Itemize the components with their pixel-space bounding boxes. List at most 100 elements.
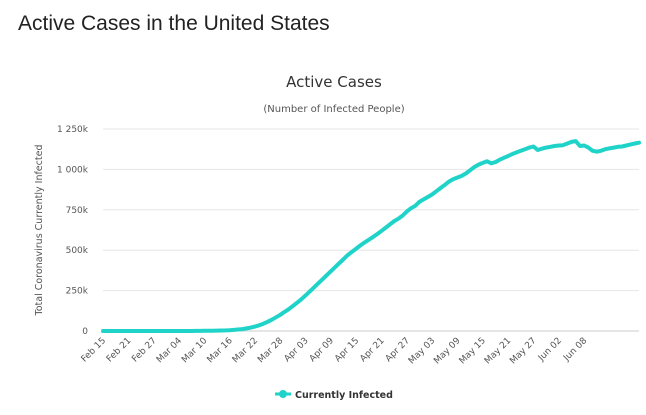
data-point[interactable]: [131, 329, 135, 333]
data-point[interactable]: [160, 329, 164, 333]
data-point[interactable]: [367, 238, 371, 242]
data-point[interactable]: [624, 144, 628, 148]
data-point[interactable]: [384, 226, 388, 230]
data-point[interactable]: [532, 145, 536, 149]
data-point[interactable]: [548, 145, 552, 149]
data-point[interactable]: [515, 150, 519, 154]
data-point[interactable]: [207, 329, 211, 333]
data-point[interactable]: [536, 148, 540, 152]
data-point[interactable]: [152, 329, 156, 333]
data-point[interactable]: [198, 329, 202, 333]
data-point[interactable]: [637, 141, 641, 145]
data-point[interactable]: [312, 285, 316, 289]
data-point[interactable]: [591, 149, 595, 153]
data-point[interactable]: [261, 322, 265, 326]
data-point[interactable]: [620, 145, 624, 149]
data-point[interactable]: [299, 297, 303, 301]
data-point[interactable]: [371, 235, 375, 239]
data-point[interactable]: [422, 197, 426, 201]
data-point[interactable]: [413, 204, 417, 208]
data-point[interactable]: [232, 328, 236, 332]
data-point[interactable]: [485, 159, 489, 163]
data-point[interactable]: [350, 250, 354, 254]
data-point[interactable]: [177, 329, 181, 333]
data-point[interactable]: [291, 304, 295, 308]
data-point[interactable]: [173, 329, 177, 333]
data-point[interactable]: [287, 307, 291, 311]
data-point[interactable]: [451, 177, 455, 181]
data-point[interactable]: [544, 146, 548, 150]
data-point[interactable]: [236, 328, 240, 332]
data-point[interactable]: [586, 146, 590, 150]
data-point[interactable]: [494, 160, 498, 164]
data-point[interactable]: [283, 310, 287, 314]
data-point[interactable]: [135, 329, 139, 333]
data-point[interactable]: [342, 257, 346, 261]
data-point[interactable]: [540, 147, 544, 151]
data-point[interactable]: [223, 328, 227, 332]
data-point[interactable]: [249, 326, 253, 330]
data-point[interactable]: [185, 329, 189, 333]
data-point[interactable]: [460, 174, 464, 178]
data-point[interactable]: [570, 140, 574, 144]
data-point[interactable]: [156, 329, 160, 333]
data-point[interactable]: [219, 329, 223, 333]
data-point[interactable]: [527, 146, 531, 150]
data-point[interactable]: [164, 329, 168, 333]
data-point[interactable]: [215, 329, 219, 333]
data-point[interactable]: [481, 161, 485, 165]
data-point[interactable]: [557, 144, 561, 148]
data-point[interactable]: [211, 329, 215, 333]
data-point[interactable]: [443, 183, 447, 187]
data-point[interactable]: [380, 229, 384, 233]
data-point[interactable]: [599, 149, 603, 153]
data-point[interactable]: [595, 150, 599, 154]
data-point[interactable]: [523, 147, 527, 151]
data-point[interactable]: [346, 253, 350, 257]
data-point[interactable]: [337, 261, 341, 265]
data-point[interactable]: [358, 243, 362, 247]
data-point[interactable]: [502, 156, 506, 160]
data-point[interactable]: [122, 329, 126, 333]
data-point[interactable]: [506, 154, 510, 158]
data-point[interactable]: [456, 176, 460, 180]
data-point[interactable]: [316, 281, 320, 285]
data-point[interactable]: [321, 277, 325, 281]
data-point[interactable]: [270, 318, 274, 322]
data-point[interactable]: [582, 144, 586, 148]
data-point[interactable]: [202, 329, 206, 333]
data-point[interactable]: [565, 142, 569, 146]
data-point[interactable]: [426, 195, 430, 199]
data-point[interactable]: [477, 163, 481, 167]
data-point[interactable]: [139, 329, 143, 333]
data-point[interactable]: [329, 269, 333, 273]
data-point[interactable]: [439, 186, 443, 190]
data-point[interactable]: [401, 214, 405, 218]
legend[interactable]: Currently Infected: [275, 390, 393, 401]
data-point[interactable]: [553, 144, 557, 148]
data-point[interactable]: [278, 313, 282, 317]
data-point[interactable]: [354, 247, 358, 251]
data-point[interactable]: [561, 143, 565, 147]
data-point[interactable]: [169, 329, 173, 333]
data-point[interactable]: [114, 329, 118, 333]
data-point[interactable]: [468, 168, 472, 172]
data-point[interactable]: [603, 147, 607, 151]
data-point[interactable]: [109, 329, 113, 333]
data-point[interactable]: [274, 315, 278, 319]
data-point[interactable]: [105, 329, 109, 333]
data-point[interactable]: [325, 273, 329, 277]
data-point[interactable]: [418, 200, 422, 204]
data-point[interactable]: [409, 206, 413, 210]
data-point[interactable]: [608, 146, 612, 150]
data-point[interactable]: [612, 146, 616, 150]
data-point[interactable]: [101, 329, 105, 333]
data-point[interactable]: [181, 329, 185, 333]
data-point[interactable]: [392, 219, 396, 223]
data-point[interactable]: [257, 323, 261, 327]
data-point[interactable]: [472, 165, 476, 169]
data-point[interactable]: [629, 142, 633, 146]
data-point[interactable]: [633, 142, 637, 146]
data-point[interactable]: [266, 320, 270, 324]
data-point[interactable]: [143, 329, 147, 333]
